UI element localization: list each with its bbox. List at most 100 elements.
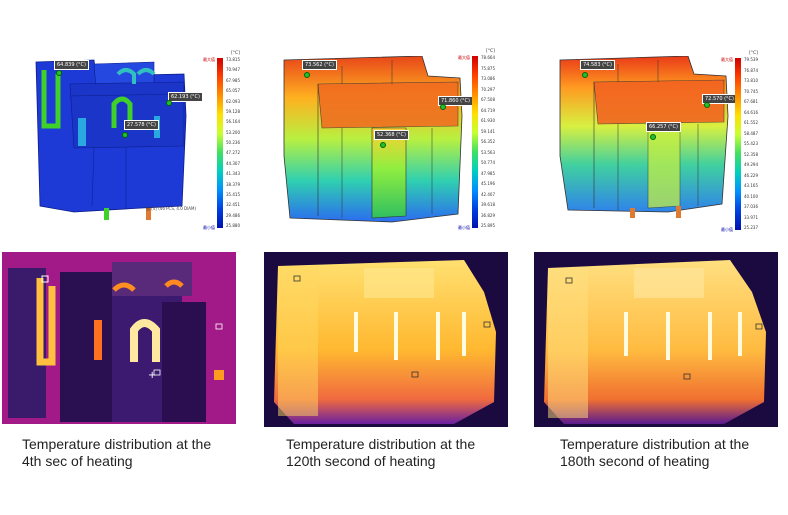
legend-tick-label: 70.745 <box>744 88 758 94</box>
caption-line: 4th sec of heating <box>22 453 133 469</box>
caption-line: 120th second of heating <box>286 453 436 469</box>
legend-tick-label: 42.407 <box>481 191 495 197</box>
legend-tick-label: 73.086 <box>481 76 495 81</box>
legend-unit: [°C] <box>749 51 758 56</box>
temperature-label: 66.257 (°C) <box>646 122 681 132</box>
temperature-label: 52.368 (°C) <box>374 130 409 140</box>
caption-line: 180th second of heating <box>560 453 710 469</box>
legend-max-label: 最大值 <box>203 57 215 62</box>
legend-tick-label: 79.539 <box>744 57 758 62</box>
probe-marker <box>56 70 62 76</box>
probe-marker <box>582 72 588 78</box>
legend-tick-label: 75.875 <box>481 65 495 71</box>
legend-tick-label: 49.294 <box>744 162 758 167</box>
color-legend-120s: [°C] 最大值 最小值 78.664 75.875 73.086 70.297 67.… <box>458 49 503 230</box>
legend-tick-label: 39.618 <box>481 202 495 207</box>
legend-tick-label: 38.379 <box>226 181 240 187</box>
temperature-label: 73.562 (°C) <box>302 60 337 70</box>
legend-tick-label: 67.508 <box>481 97 495 102</box>
legend-tick-label: 41.343 <box>226 171 240 177</box>
caption-180s: Temperature distribution at the 180th se… <box>560 436 749 470</box>
legend-ticks: 73.815 70.947 67.985 65.057 62.093 59.128 56.1… <box>226 58 248 228</box>
legend-tick-label: 45.196 <box>481 181 495 186</box>
legend-tick-label: 56.352 <box>481 139 495 144</box>
simulation-image-4s: 64.839 (°C) 62.193 (°C) 27.578 (°C) 图 [4… <box>34 56 203 221</box>
legend-min-label: 最小值 <box>458 225 470 230</box>
probe-marker <box>440 104 446 110</box>
caption-120s: Temperature distribution at the 120th se… <box>286 436 475 470</box>
legend-tick-label: 40.100 <box>744 193 758 199</box>
legend-tick-label: 25.237 <box>744 225 758 230</box>
legend-color-bar <box>472 56 478 228</box>
infrared-photo-4s: + <box>2 252 236 424</box>
legend-tick-label: 78.664 <box>481 55 495 60</box>
legend-tick-label: 32.451 <box>226 202 240 208</box>
legend-tick-label: 29.486 <box>226 212 240 218</box>
probe-marker <box>380 142 386 148</box>
legend-tick-label: 33.971 <box>744 214 758 220</box>
legend-unit: [°C] <box>231 51 240 56</box>
probe-marker <box>122 132 128 138</box>
probe-marker <box>166 100 172 106</box>
legend-tick-label: 52.358 <box>744 151 758 157</box>
legend-tick-label: 47.272 <box>226 150 240 156</box>
legend-tick-label: 58.487 <box>744 130 758 136</box>
legend-tick-label: 47.985 <box>481 170 495 176</box>
legend-tick-label: 70.947 <box>226 67 240 73</box>
legend-tick-label: 64.616 <box>744 109 758 115</box>
legend-tick-label: 76.874 <box>744 67 758 73</box>
probe-marker <box>304 72 310 78</box>
legend-tick-label: 37.036 <box>744 204 758 209</box>
legend-color-bar <box>217 58 223 228</box>
legend-tick-label: 53.563 <box>481 149 495 155</box>
legend-tick-label: 44.307 <box>226 160 240 166</box>
probe-marker <box>704 102 710 108</box>
infrared-photo-120s <box>264 252 508 427</box>
legend-ticks: 79.539 76.874 73.810 70.745 67.681 64.616 61.5… <box>744 58 766 230</box>
probe-marker <box>650 134 656 140</box>
legend-tick-label: 64.719 <box>481 107 495 113</box>
legend-max-label: 最大值 <box>721 57 733 62</box>
mesh-note: 图 [4] (46 PCS, 4.0 DIAM) <box>146 206 197 211</box>
simulation-image-180s: 74.583 (°C) 72.570 (°C) 66.257 (°C) <box>558 56 737 221</box>
temperature-label: 74.583 (°C) <box>580 60 615 70</box>
legend-tick-label: 61.552 <box>744 120 758 125</box>
legend-tick-label: 70.297 <box>481 86 495 92</box>
legend-tick-label: 50.236 <box>226 140 240 145</box>
legend-tick-label: 46.229 <box>744 172 758 178</box>
legend-tick-label: 65.057 <box>226 88 240 94</box>
simulation-image-120s: 73.562 (°C) 71.860 (°C) 52.368 (°C) <box>282 56 473 231</box>
legend-tick-label: 35.415 <box>226 191 240 197</box>
legend-tick-label: 67.681 <box>744 99 758 104</box>
legend-tick-label: 50.774 <box>481 160 495 165</box>
legend-tick-label: 59.128 <box>226 108 240 114</box>
svg-text:+: + <box>148 370 156 381</box>
caption-line: Temperature distribution at the <box>22 436 212 452</box>
legend-color-bar <box>735 58 741 230</box>
legend-unit: [°C] <box>486 49 495 54</box>
temperature-label: 62.193 (°C) <box>168 92 203 102</box>
color-legend-180s: [°C] 最大值 最小值 79.539 76.874 73.810 70.745 67.… <box>721 51 766 232</box>
legend-tick-label: 36.829 <box>481 212 495 218</box>
legend-tick-label: 62.093 <box>226 98 240 104</box>
legend-tick-label: 73.810 <box>744 78 758 83</box>
temperature-label: 64.839 (°C) <box>54 60 89 70</box>
color-legend-4s: [°C] 最大值 最小值 73.815 70.947 67.985 65.057 62.… <box>203 51 248 230</box>
infrared-photo-180s <box>534 252 778 427</box>
legend-tick-label: 53.200 <box>226 129 240 135</box>
legend-tick-label: 67.985 <box>226 77 240 83</box>
legend-ticks: 78.664 75.875 73.086 70.297 67.508 64.719 61.9… <box>481 56 503 228</box>
legend-tick-label: 56.164 <box>226 119 240 125</box>
caption-4s: Temperature distribution at the 4th sec … <box>22 436 211 470</box>
legend-min-label: 最小值 <box>203 225 215 230</box>
legend-tick-label: 25.880 <box>226 223 240 228</box>
legend-tick-label: 43.165 <box>744 183 758 188</box>
legend-tick-label: 59.141 <box>481 128 495 134</box>
legend-min-label: 最小值 <box>721 227 733 232</box>
legend-tick-label: 55.423 <box>744 141 758 146</box>
legend-tick-label: 61.930 <box>481 118 495 123</box>
legend-tick-label: 25.895 <box>481 223 495 228</box>
legend-tick-label: 73.815 <box>226 57 240 62</box>
temperature-label: 27.578 (°C) <box>124 120 159 130</box>
legend-max-label: 最大值 <box>458 55 470 60</box>
